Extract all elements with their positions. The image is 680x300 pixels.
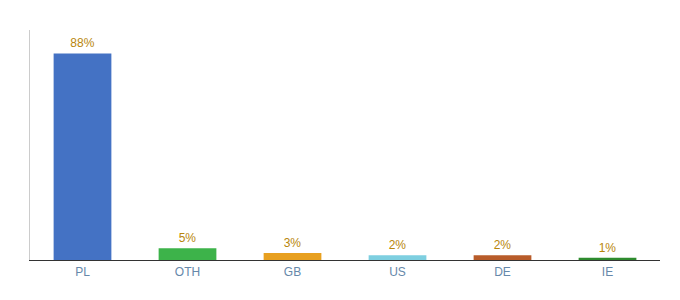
svg-text:OTH: OTH [175, 265, 200, 279]
svg-text:IE: IE [602, 265, 613, 279]
svg-text:2%: 2% [494, 238, 512, 252]
svg-text:5%: 5% [179, 231, 197, 245]
svg-text:PL: PL [75, 265, 90, 279]
svg-text:US: US [389, 265, 406, 279]
svg-text:3%: 3% [284, 236, 302, 250]
svg-text:88%: 88% [70, 36, 94, 50]
svg-text:GB: GB [284, 265, 301, 279]
svg-text:DE: DE [494, 265, 511, 279]
svg-text:2%: 2% [389, 238, 407, 252]
svg-text:1%: 1% [599, 241, 617, 255]
